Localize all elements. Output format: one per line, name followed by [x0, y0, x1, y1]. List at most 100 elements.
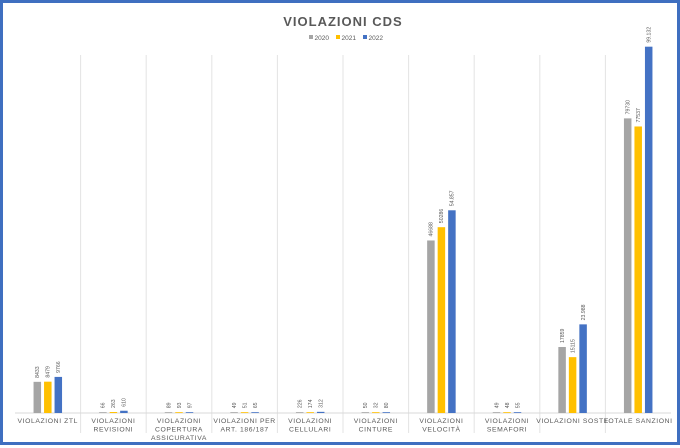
category-label-line: VIOLAZIONI PER — [213, 418, 275, 425]
data-label-2022-7: 55 — [515, 402, 521, 408]
bar-2021-1 — [109, 412, 118, 413]
bar-2022-1 — [120, 410, 128, 413]
bar-2021-2 — [175, 412, 183, 413]
category-label-1: VIOLAZIONI REVISIONI — [91, 418, 135, 434]
bar-2020-4 — [295, 412, 304, 413]
bar-2021-3 — [240, 412, 249, 413]
chart-title: VIOLAZIONI CDS — [283, 14, 402, 29]
bar-2022-0 — [54, 376, 63, 413]
bar-2020-7 — [492, 412, 501, 413]
category-label-line: CINTURE — [359, 427, 393, 434]
category-label-line: VELOCITÀ — [422, 425, 460, 434]
data-labels-group: 8433 8479 9766 66 263 610 89 93 97 49 51 65 226 174 31… — [35, 27, 652, 408]
category-label-line: VIOLAZIONI — [485, 418, 529, 425]
bar-2022-4 — [316, 411, 325, 413]
chart-legend: 2020 2021 2022 — [309, 35, 383, 42]
category-label-line: VIOLAZIONI — [157, 418, 201, 425]
legend-label-2020: 2020 — [315, 35, 330, 42]
bar-2020-2 — [164, 412, 173, 413]
category-label-6: VIOLAZIONI VELOCITÀ — [419, 418, 463, 434]
category-label-line: COPERTURA — [155, 427, 203, 434]
data-label-2022-6: 54.857 — [450, 190, 456, 206]
data-label-2020-3: 49 — [232, 402, 238, 408]
bar-2020-3 — [230, 412, 238, 413]
bar-2022-9 — [644, 46, 653, 414]
bar-2021-0 — [44, 381, 52, 413]
data-label-2021-9: 77537 — [636, 108, 642, 123]
category-label-3: VIOLAZIONI PER ART. 186/187 — [213, 418, 275, 434]
legend-swatch-2021 — [336, 35, 340, 39]
bar-2021-8 — [568, 357, 577, 413]
legend-label-2021: 2021 — [342, 35, 357, 42]
bar-2022-8 — [579, 324, 587, 413]
category-labels-group: VIOLAZIONI ZTL VIOLAZIONI REVISIONIVIOLAZI… — [18, 418, 673, 442]
bar-2022-3 — [251, 412, 259, 413]
category-label-line: ART. 186/187 — [220, 427, 268, 434]
category-label-line: VIOLAZIONI ZTL — [18, 418, 79, 425]
bar-2021-5 — [372, 412, 380, 413]
data-label-2021-4: 174 — [308, 399, 314, 408]
category-label-line: VIOLAZIONI — [419, 418, 463, 425]
bar-2022-5 — [382, 412, 391, 413]
data-label-2022-0: 9766 — [56, 361, 62, 373]
category-label-line: VIOLAZIONI SOSTE — [536, 418, 609, 425]
data-label-2021-1: 263 — [111, 399, 117, 408]
bar-chart: VIOLAZIONI CDS 2020 2021 2022 8433 8479 9766… — [15, 14, 673, 442]
data-label-2021-5: 32 — [374, 402, 380, 408]
bar-2021-6 — [437, 227, 446, 413]
bar-2022-6 — [448, 210, 456, 413]
bar-2020-5 — [361, 412, 370, 413]
category-label-4: VIOLAZIONI CELLULARI — [288, 418, 332, 434]
data-label-2020-4: 226 — [298, 399, 304, 408]
category-separators — [80, 55, 606, 433]
data-label-2022-4: 312 — [319, 399, 325, 408]
bar-2020-1 — [99, 412, 107, 413]
bar-2022-7 — [513, 412, 522, 413]
legend-swatch-2022 — [363, 35, 367, 39]
category-label-7: VIOLAZIONI SEMAFORI — [485, 418, 529, 434]
data-label-2022-9: 99.132 — [647, 27, 653, 43]
category-label-line: SEMAFORI — [487, 427, 527, 434]
data-label-2021-6: 50286 — [439, 209, 445, 224]
data-label-2021-7: 48 — [505, 402, 511, 408]
bar-2020-9 — [623, 118, 632, 414]
data-label-2020-0: 8433 — [35, 366, 41, 378]
data-label-2022-3: 65 — [253, 402, 259, 408]
data-label-2022-8: 23.988 — [581, 304, 587, 320]
data-label-2020-9: 79730 — [626, 100, 632, 115]
data-label-2020-5: 50 — [363, 402, 369, 408]
category-label-line: CELLULARI — [289, 427, 331, 434]
legend-swatch-2020 — [309, 35, 313, 39]
data-label-2021-3: 51 — [242, 402, 248, 408]
category-label-0: VIOLAZIONI ZTL — [18, 418, 79, 425]
category-label-8: VIOLAZIONI SOSTE — [536, 418, 609, 425]
category-label-line: VIOLAZIONI — [354, 418, 398, 425]
bar-2020-6 — [427, 240, 435, 413]
legend-label-2022: 2022 — [369, 35, 384, 42]
data-label-2020-7: 49 — [494, 402, 500, 408]
data-label-2021-2: 93 — [177, 402, 183, 408]
category-label-line: ASSICURATIVA — [151, 435, 207, 442]
bars-group — [33, 46, 653, 414]
data-label-2020-1: 66 — [101, 402, 107, 408]
bar-2021-7 — [503, 412, 511, 413]
bar-2022-2 — [185, 412, 194, 413]
category-label-5: VIOLAZIONI CINTURE — [354, 418, 398, 434]
category-label-9: TOTALE SANZIONI — [604, 418, 673, 425]
bar-2020-0 — [33, 381, 42, 413]
category-label-2: VIOLAZIONI COPERTURA ASSICURATIVA — [151, 418, 207, 442]
data-label-2020-6: 46688 — [429, 222, 435, 237]
bar-2020-8 — [558, 347, 566, 413]
category-label-line: VIOLAZIONI — [288, 418, 332, 425]
data-label-2022-2: 97 — [187, 402, 193, 408]
data-label-2021-0: 8479 — [46, 366, 52, 378]
category-label-line: TOTALE SANZIONI — [604, 418, 673, 425]
category-label-line: REVISIONI — [94, 427, 134, 434]
data-label-2022-1: 610 — [122, 398, 128, 407]
category-label-line: VIOLAZIONI — [91, 418, 135, 425]
bar-2021-4 — [306, 412, 314, 413]
data-label-2021-8: 15115 — [570, 339, 576, 353]
data-label-2020-8: 17859 — [560, 328, 566, 343]
bar-2021-9 — [634, 126, 642, 413]
